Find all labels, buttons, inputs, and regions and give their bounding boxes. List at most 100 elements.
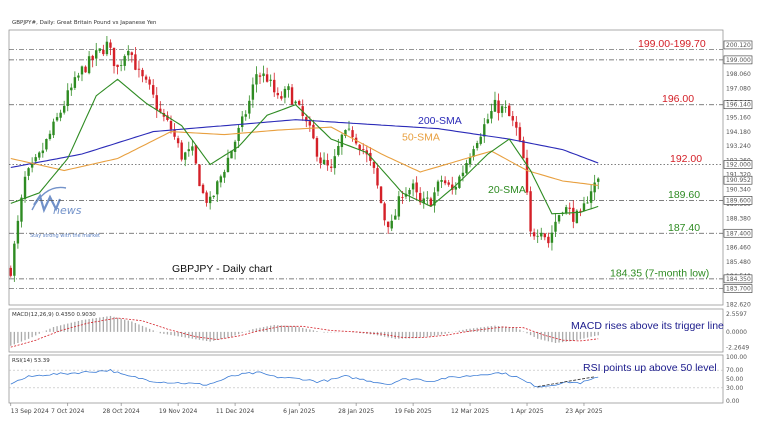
candle-body — [98, 48, 101, 51]
candle-body — [226, 157, 230, 172]
candle-body — [127, 50, 130, 56]
price-value-box — [723, 160, 753, 169]
candle-body — [308, 121, 312, 126]
candle-body — [130, 52, 134, 55]
candle-body — [233, 141, 237, 152]
candle-body — [383, 203, 386, 221]
candle-body — [529, 191, 532, 232]
candle-body — [23, 176, 27, 199]
candle-body — [344, 129, 347, 136]
x-tick-label: 6 Jan 2025 — [283, 408, 315, 415]
candle-body — [433, 192, 436, 206]
candle-body — [426, 197, 429, 199]
candle-body — [20, 197, 23, 222]
rsi-trendline — [537, 376, 595, 387]
price-panel — [8, 29, 724, 306]
rsi-tick-label: 70.00 — [726, 367, 743, 374]
candle-body — [216, 181, 219, 195]
candle-body — [340, 134, 344, 148]
candle-body — [401, 197, 404, 199]
candle-body — [522, 140, 525, 159]
candle-body — [575, 210, 579, 224]
price-tick-label: 191.320 — [726, 172, 751, 179]
candle-body — [297, 101, 301, 105]
x-tick-label: 19 Nov 2024 — [159, 408, 198, 415]
candle-body — [312, 124, 315, 139]
candle-body — [73, 77, 77, 88]
candle-body — [102, 49, 105, 55]
candle-body — [276, 92, 279, 96]
candle-body — [536, 235, 539, 237]
sma-50-line — [10, 126, 599, 186]
price-value-label: 196.140 — [726, 102, 751, 109]
candle-body — [579, 210, 582, 212]
level-label: 187.40 — [668, 222, 700, 234]
price-value-label: 200.120 — [726, 42, 751, 49]
candle-body — [593, 182, 596, 193]
price-value-box — [723, 40, 753, 50]
candle-body — [180, 142, 183, 160]
level-label: 196.00 — [662, 93, 694, 105]
candle-body — [376, 168, 379, 186]
candle-body — [326, 160, 329, 166]
price-value-box — [723, 274, 753, 284]
candle-body — [547, 236, 550, 244]
candle-body — [475, 142, 479, 149]
candle-body — [454, 186, 458, 190]
sma-label: 50-SMA — [402, 132, 440, 144]
candle-body — [30, 162, 34, 168]
candle-body — [112, 47, 116, 67]
candle-body — [201, 184, 205, 193]
x-tick-label: 13 Sep 2024 — [11, 408, 49, 415]
candle-body — [330, 166, 333, 168]
price-value-box — [723, 55, 753, 65]
candle-body — [191, 146, 194, 151]
candle-body — [468, 157, 472, 165]
candle-body — [223, 171, 226, 178]
candle-body — [404, 193, 408, 197]
macd-annotation: MACD rises above its trigger line — [571, 320, 724, 332]
candle-body — [84, 66, 87, 73]
candle-body — [91, 55, 94, 60]
x-tick-label: 11 Dec 2024 — [216, 408, 255, 415]
candle-body — [258, 75, 262, 77]
candle-body — [589, 191, 593, 203]
level-label: 189.60 — [668, 189, 700, 201]
rsi-tick-label: 50.00 — [726, 376, 743, 383]
candle-body — [137, 68, 141, 70]
candle-body — [59, 112, 62, 118]
candle-body — [148, 79, 151, 85]
candle-body — [169, 121, 173, 130]
candle-body — [287, 86, 290, 91]
candle-body — [508, 105, 511, 117]
level-label: 199.00-199.70 — [638, 38, 706, 50]
candle-body — [415, 182, 418, 193]
sma-200-line — [10, 119, 599, 169]
candle-body — [554, 221, 557, 232]
candle-body — [212, 195, 215, 197]
candle-body — [347, 128, 351, 130]
rsi-panel — [8, 354, 724, 404]
candle-body — [198, 164, 201, 187]
rsi-tick-label: 30.00 — [726, 385, 743, 392]
candle-body — [532, 232, 536, 237]
candle-body — [440, 179, 443, 182]
candle-body — [461, 172, 465, 177]
candle-body — [116, 64, 119, 68]
rsi-label: RSI(14) 53.39 — [12, 358, 50, 364]
candle-body — [151, 85, 155, 95]
candle-body — [208, 196, 212, 204]
price-tick-label: 198.060 — [726, 71, 751, 78]
candle-body — [176, 138, 180, 144]
candle-body — [251, 84, 255, 100]
candle-body — [408, 189, 411, 195]
price-value-label: 184.350 — [726, 276, 751, 283]
candle-body — [550, 232, 554, 243]
candle-body — [472, 149, 475, 157]
candle-body — [273, 79, 276, 93]
candle-body — [351, 130, 354, 138]
candle-body — [144, 76, 148, 80]
symbol-header: GBPJPY#, Daily: Great Britain Pound vs J… — [12, 20, 157, 26]
candle-body — [568, 207, 571, 209]
